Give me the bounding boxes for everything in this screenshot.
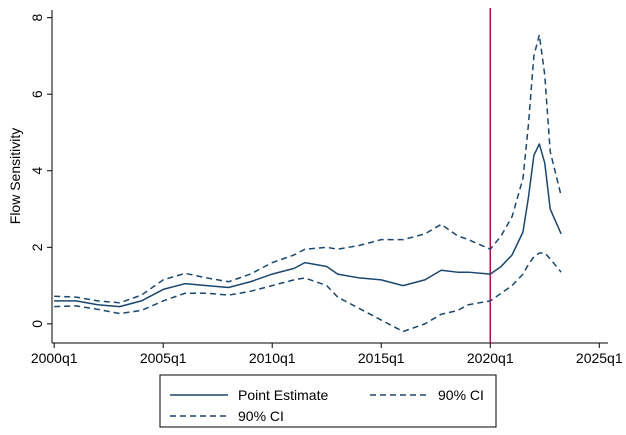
y-axis-title: Flow Sensitivity [7,128,23,224]
y-tick-label: 2 [29,243,45,251]
y-tick-label: 0 [29,320,45,328]
series-line [54,143,562,308]
x-tick-label: 2020q1 [467,350,514,366]
x-tick-label: 2005q1 [140,350,187,366]
legend-label: 90% CI [438,387,484,403]
series-line [54,252,562,333]
y-tick-label: 8 [29,14,45,22]
legend-box [159,374,497,428]
legend-label: Point Estimate [238,387,328,403]
y-tick-label: 6 [29,90,45,98]
x-tick-label: 2025q1 [576,350,623,366]
y-tick-label: 4 [29,167,45,175]
x-tick-label: 2010q1 [249,350,296,366]
series-line [54,34,562,304]
x-tick-label: 2015q1 [358,350,405,366]
legend-label: 90% CI [238,408,284,424]
x-tick-label: 2000q1 [31,350,78,366]
